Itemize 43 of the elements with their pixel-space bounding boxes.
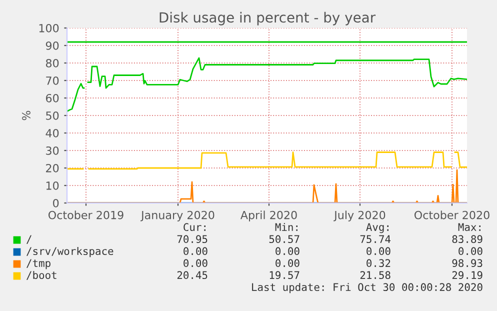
text: 0.00 <box>366 247 390 256</box>
text: Min: <box>275 222 298 231</box>
text: 0.00 <box>184 259 208 268</box>
legend-label: /tmp <box>26 259 50 270</box>
text: 98.93 <box>452 259 482 268</box>
x-tick-label: January 2020 <box>140 210 214 222</box>
text: 0.00 <box>458 247 482 256</box>
y-tick-label: 10 <box>46 181 59 190</box>
text: 0.00 <box>276 259 300 268</box>
y-axis-title: % <box>22 110 30 120</box>
text: 19.57 <box>270 271 300 280</box>
y-tick-label: 40 <box>46 128 59 138</box>
legend-label: /boot <box>26 270 56 280</box>
text: 0.00 <box>184 247 208 256</box>
text: 0.00 <box>276 247 300 256</box>
text: Last update: Fri Oct 30 00:00:28 2020 <box>252 282 482 294</box>
text: 29.19 <box>452 271 482 280</box>
y-tick-label: 100 <box>39 24 59 32</box>
y-tick-label: 20 <box>46 164 59 172</box>
legend-label: /srv/workspace <box>26 246 114 258</box>
x-tick-label: July 2020 <box>334 210 386 222</box>
x-tick-label: April 2020 <box>240 210 297 222</box>
text: Max: <box>458 223 480 232</box>
legend-label: / <box>26 235 32 244</box>
chart-title: Disk usage in percent - by year <box>160 12 376 26</box>
text: 20.45 <box>177 271 208 280</box>
text: 70.95 <box>177 235 208 244</box>
x-tick-label: October 2020 <box>414 210 490 220</box>
text: Cur: <box>184 223 206 232</box>
text: 0.32 <box>366 259 390 268</box>
text: 75.74 <box>360 235 391 244</box>
text: 50.57 <box>269 235 300 244</box>
y-tick-label: 70 <box>46 76 59 85</box>
text: 21.58 <box>360 271 390 280</box>
y-tick-label: 60 <box>46 94 59 102</box>
y-tick-label: 30 <box>46 146 59 155</box>
y-tick-label: 0 <box>53 198 59 208</box>
text: 83.89 <box>452 235 482 244</box>
y-tick-label: 50 <box>46 111 59 120</box>
text: Avg: <box>366 223 388 234</box>
y-tick-label: 90 <box>46 41 59 50</box>
x-tick-label: October 2019 <box>48 210 124 220</box>
y-tick-label: 80 <box>46 58 59 68</box>
